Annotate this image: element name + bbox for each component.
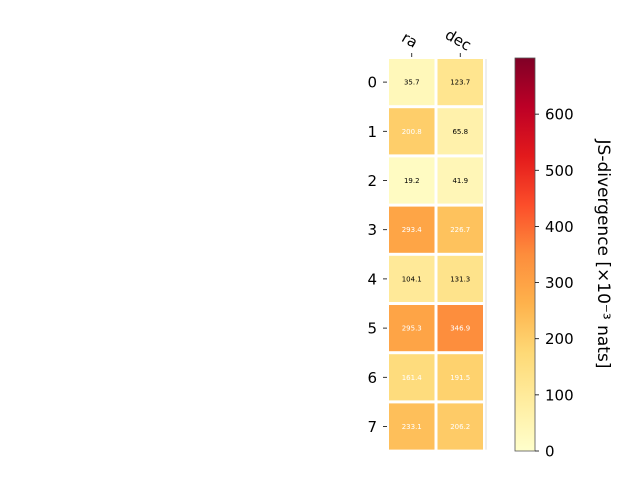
colorbar-tick-label: 300 [545,274,574,292]
colorbar: 0 100 200 300 400 500 600 JS-divergence [×10⁻³ … [514,57,613,461]
colorbar-tick-label: 600 [545,106,574,124]
heatmap-cell [437,354,483,401]
colorbar-tick-label: 500 [545,162,574,180]
heatmap-cell [437,305,483,352]
heatmap-cell [437,108,483,155]
y-tick-label: 5 [367,320,377,338]
colorbar-tick-label: 100 [545,386,574,404]
cell-value-label: 131.3 [450,275,470,283]
cell-value-label: 206.2 [450,423,470,431]
y-tick-label: 6 [367,369,377,387]
cell-value-label: 226.7 [450,226,470,234]
heatmap-cell [389,59,435,106]
cell-value-label: 19.2 [404,177,420,185]
y-tick-label: 7 [367,418,377,436]
colorbar-tick-label: 200 [545,330,574,348]
heatmap-cell [389,403,435,450]
x-tick-label: ra [399,28,421,51]
cell-value-label: 191.5 [450,374,470,382]
heatmap-cell [437,59,483,106]
x-tick-label: dec [442,25,474,54]
heatmap-cell [437,157,483,204]
y-tick-label: 2 [367,172,377,190]
colorbar-tick-label: 0 [545,443,555,461]
colorbar-tick-label: 400 [545,218,574,236]
cell-value-label: 41.9 [452,177,468,185]
y-tick-label: 1 [367,123,377,141]
y-tick-label: 4 [367,270,377,288]
heatmap-cell [437,206,483,253]
cell-value-label: 346.9 [450,325,470,333]
cell-value-label: 35.7 [404,79,420,87]
heatmap-cell [389,108,435,155]
cell-value-label: 104.1 [402,275,422,283]
cell-value-label: 65.8 [452,128,468,136]
cell-value-label: 233.1 [402,423,422,431]
cell-value-label: 200.8 [402,128,422,136]
cell-value-label: 123.7 [450,79,470,87]
heatmap-cell [389,255,435,302]
colorbar-gradient [514,57,536,452]
heatmap-cell [437,403,483,450]
heatmap-cell [389,354,435,401]
cell-value-label: 161.4 [402,374,423,382]
cell-value-label: 293.4 [402,226,423,234]
heatmap-cell [389,157,435,204]
y-tick-label: 0 [367,74,377,92]
cell-value-label: 295.3 [402,325,422,333]
y-tick-label: 3 [367,221,377,239]
heatmap-cell [437,255,483,302]
heatmap-cell [389,206,435,253]
heatmap-cell [389,305,435,352]
heatmap-grid: 35.7 123.7 200.8 65.8 19.2 41.9 293.4 226.7 104.… [389,59,483,450]
colorbar-label: JS-divergence [×10⁻³ nats] [593,139,613,369]
